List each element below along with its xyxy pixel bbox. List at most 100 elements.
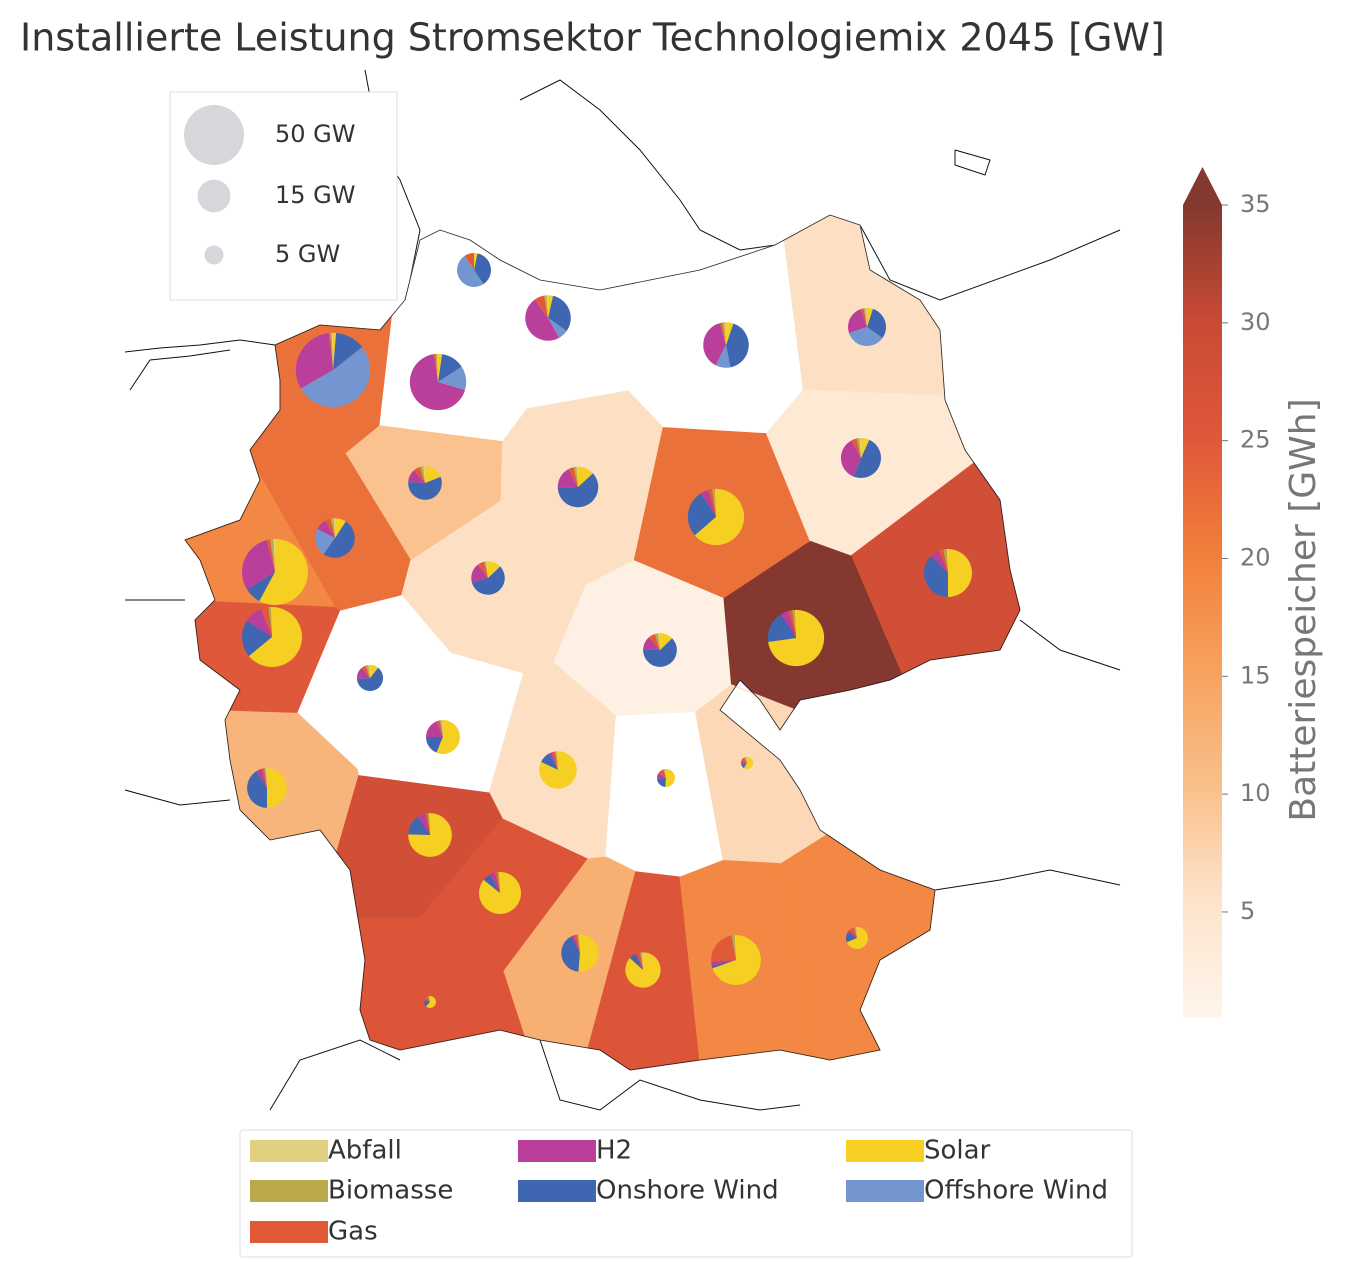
pie-slice [643,637,660,650]
size-legend-marker [197,179,231,213]
country-outline [184,214,1021,1071]
pie-slice [427,996,430,1002]
pie-slice [561,936,580,972]
pie-slice [663,769,666,778]
pie-slice [329,332,333,370]
pie-slice [300,347,371,408]
pie-slice [743,756,754,770]
pie-slice [574,934,580,953]
pie-slice [746,756,747,763]
pie-slice [256,768,267,788]
pie-slice [726,322,734,345]
pie-slice [791,609,796,638]
pie-slice [576,934,580,953]
pie-slice [317,520,335,538]
pie-slice [356,667,370,680]
pie-slice [265,768,267,788]
pie-slice [408,813,452,857]
pie-slice [711,488,716,517]
pie-slice [722,322,726,345]
legend-label: Gas [328,1217,378,1247]
legend-swatch [846,1180,924,1202]
pie-slice [260,607,272,637]
colorbar-label: Batteriespeicher [GWh] [1283,398,1324,821]
pie-slice [331,332,333,370]
region [783,214,946,397]
pie-slice [734,935,736,960]
pie-slice [719,322,726,345]
pie-slice [780,610,796,638]
colorbar-tick-label: 10 [1240,779,1271,807]
chart-title: Installierte Leistung Stromsektor Techno… [20,16,1165,60]
pie-slice [273,539,275,572]
pie-slice [767,614,796,643]
pie-slice [665,769,675,787]
pie-slice [419,466,425,483]
pie-slice [658,769,666,778]
pie-slice [241,620,272,657]
pie-slice [494,872,500,893]
pie-slice [333,333,363,370]
pie-slice [938,549,948,573]
legend-swatch [518,1140,596,1162]
pie-slice [924,556,948,597]
pie-slice [853,927,857,938]
pie-slice [625,952,661,988]
pie-slice [861,437,870,458]
pie-slice [489,872,500,893]
pie-slice [636,952,643,970]
pie-slice [525,299,560,341]
pie-slice [247,771,267,808]
pie-slice [295,333,333,389]
pie-slice [436,720,460,754]
pie-slice [436,353,438,382]
pie-slice [479,872,521,914]
pie-slice [741,763,747,769]
pie-slice [424,996,430,1002]
pie-slice [657,633,660,650]
pie-slice [794,609,796,638]
pie-slice [867,307,873,327]
pie-slice [849,327,883,347]
pie-slice [315,528,335,555]
pie-slice [424,1001,430,1007]
pie-slice [426,996,436,1008]
pie-slice [840,440,861,477]
size-legend-label: 50 GW [275,120,356,148]
pie-slice [712,935,761,985]
pie-slice [268,607,272,637]
pie-slice [768,609,825,667]
pie-slice [639,952,643,970]
pie-slice [438,354,462,382]
pie-slice [541,753,558,770]
pie-slice [335,518,346,538]
pie-slice [433,353,438,382]
pie-slice [948,549,972,597]
pie-slice [266,539,275,572]
pie-slice [568,467,578,487]
pie-slice [408,470,425,483]
pie-slice [865,307,867,327]
pie-slice [417,813,430,835]
pie-slice [708,489,716,517]
size-legend-marker [184,105,244,165]
pie-slice [578,934,580,953]
legend-swatch [250,1180,328,1202]
pie-slice [333,332,337,370]
pie-slice [578,934,599,972]
pie-slice [548,295,553,318]
pie-slice [863,308,867,327]
size-legend-label: 15 GW [275,181,356,209]
pie-slice [943,549,948,573]
pie-slice [946,549,948,573]
pie-slice [726,323,749,368]
pie-slice [471,566,505,595]
pie-slice [552,751,558,770]
pie-slice [571,935,580,953]
pie-slice [715,345,731,368]
pie-slice [660,633,673,650]
pie-slice [409,354,466,411]
legend-label: Abfall [328,1136,402,1166]
pie-slice [576,466,578,487]
pie-slice [497,872,500,893]
